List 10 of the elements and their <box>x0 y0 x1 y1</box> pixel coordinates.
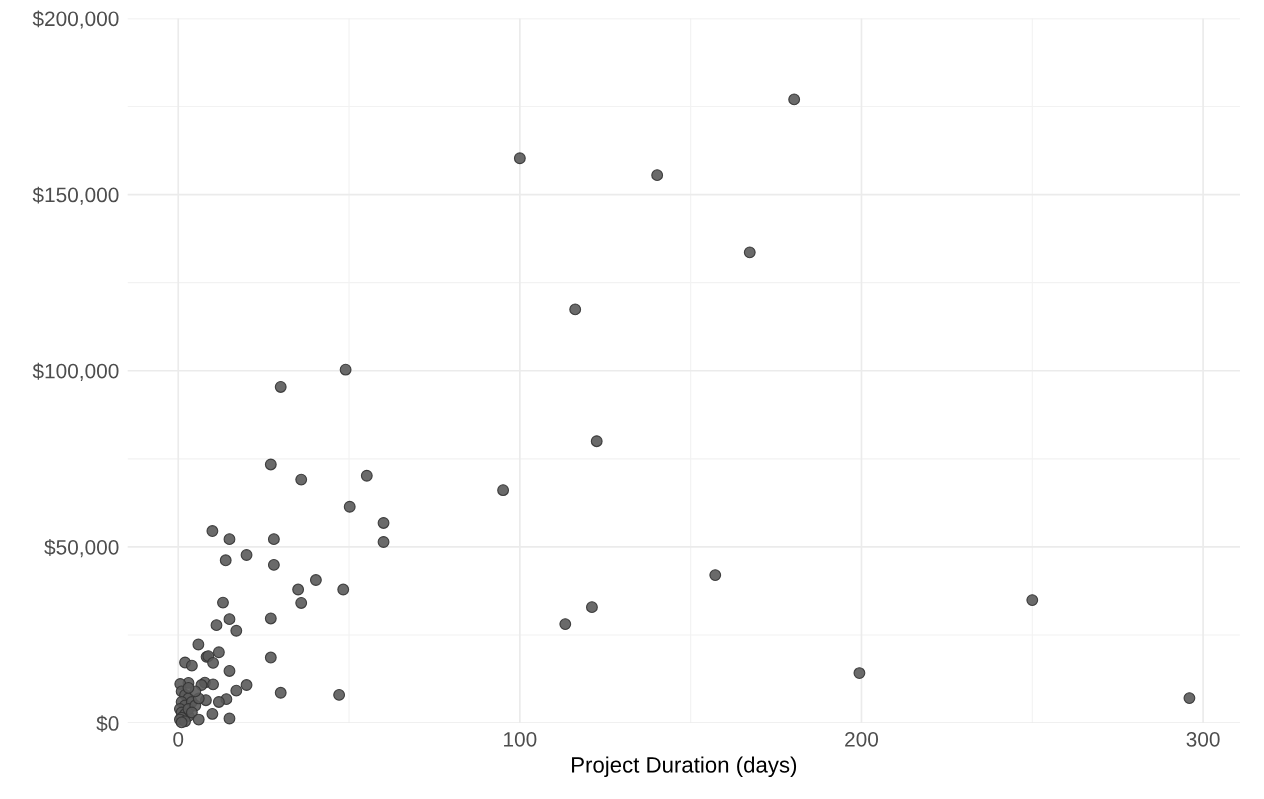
y-tick-label: $50,000 <box>44 539 119 558</box>
x-tick-label: 100 <box>504 731 537 747</box>
y-tick-label: $0 <box>96 715 119 733</box>
x-axis-title: Project Duration (days) <box>572 756 797 778</box>
x-tick-label: 300 <box>1186 731 1220 747</box>
y-tick-label: $100,000 <box>32 362 119 381</box>
y-tick-label: $200,000 <box>32 10 119 29</box>
x-tick-label: 0 <box>173 731 184 747</box>
x-tick-label: 200 <box>845 731 879 747</box>
y-tick-label: $150,000 <box>32 186 119 205</box>
